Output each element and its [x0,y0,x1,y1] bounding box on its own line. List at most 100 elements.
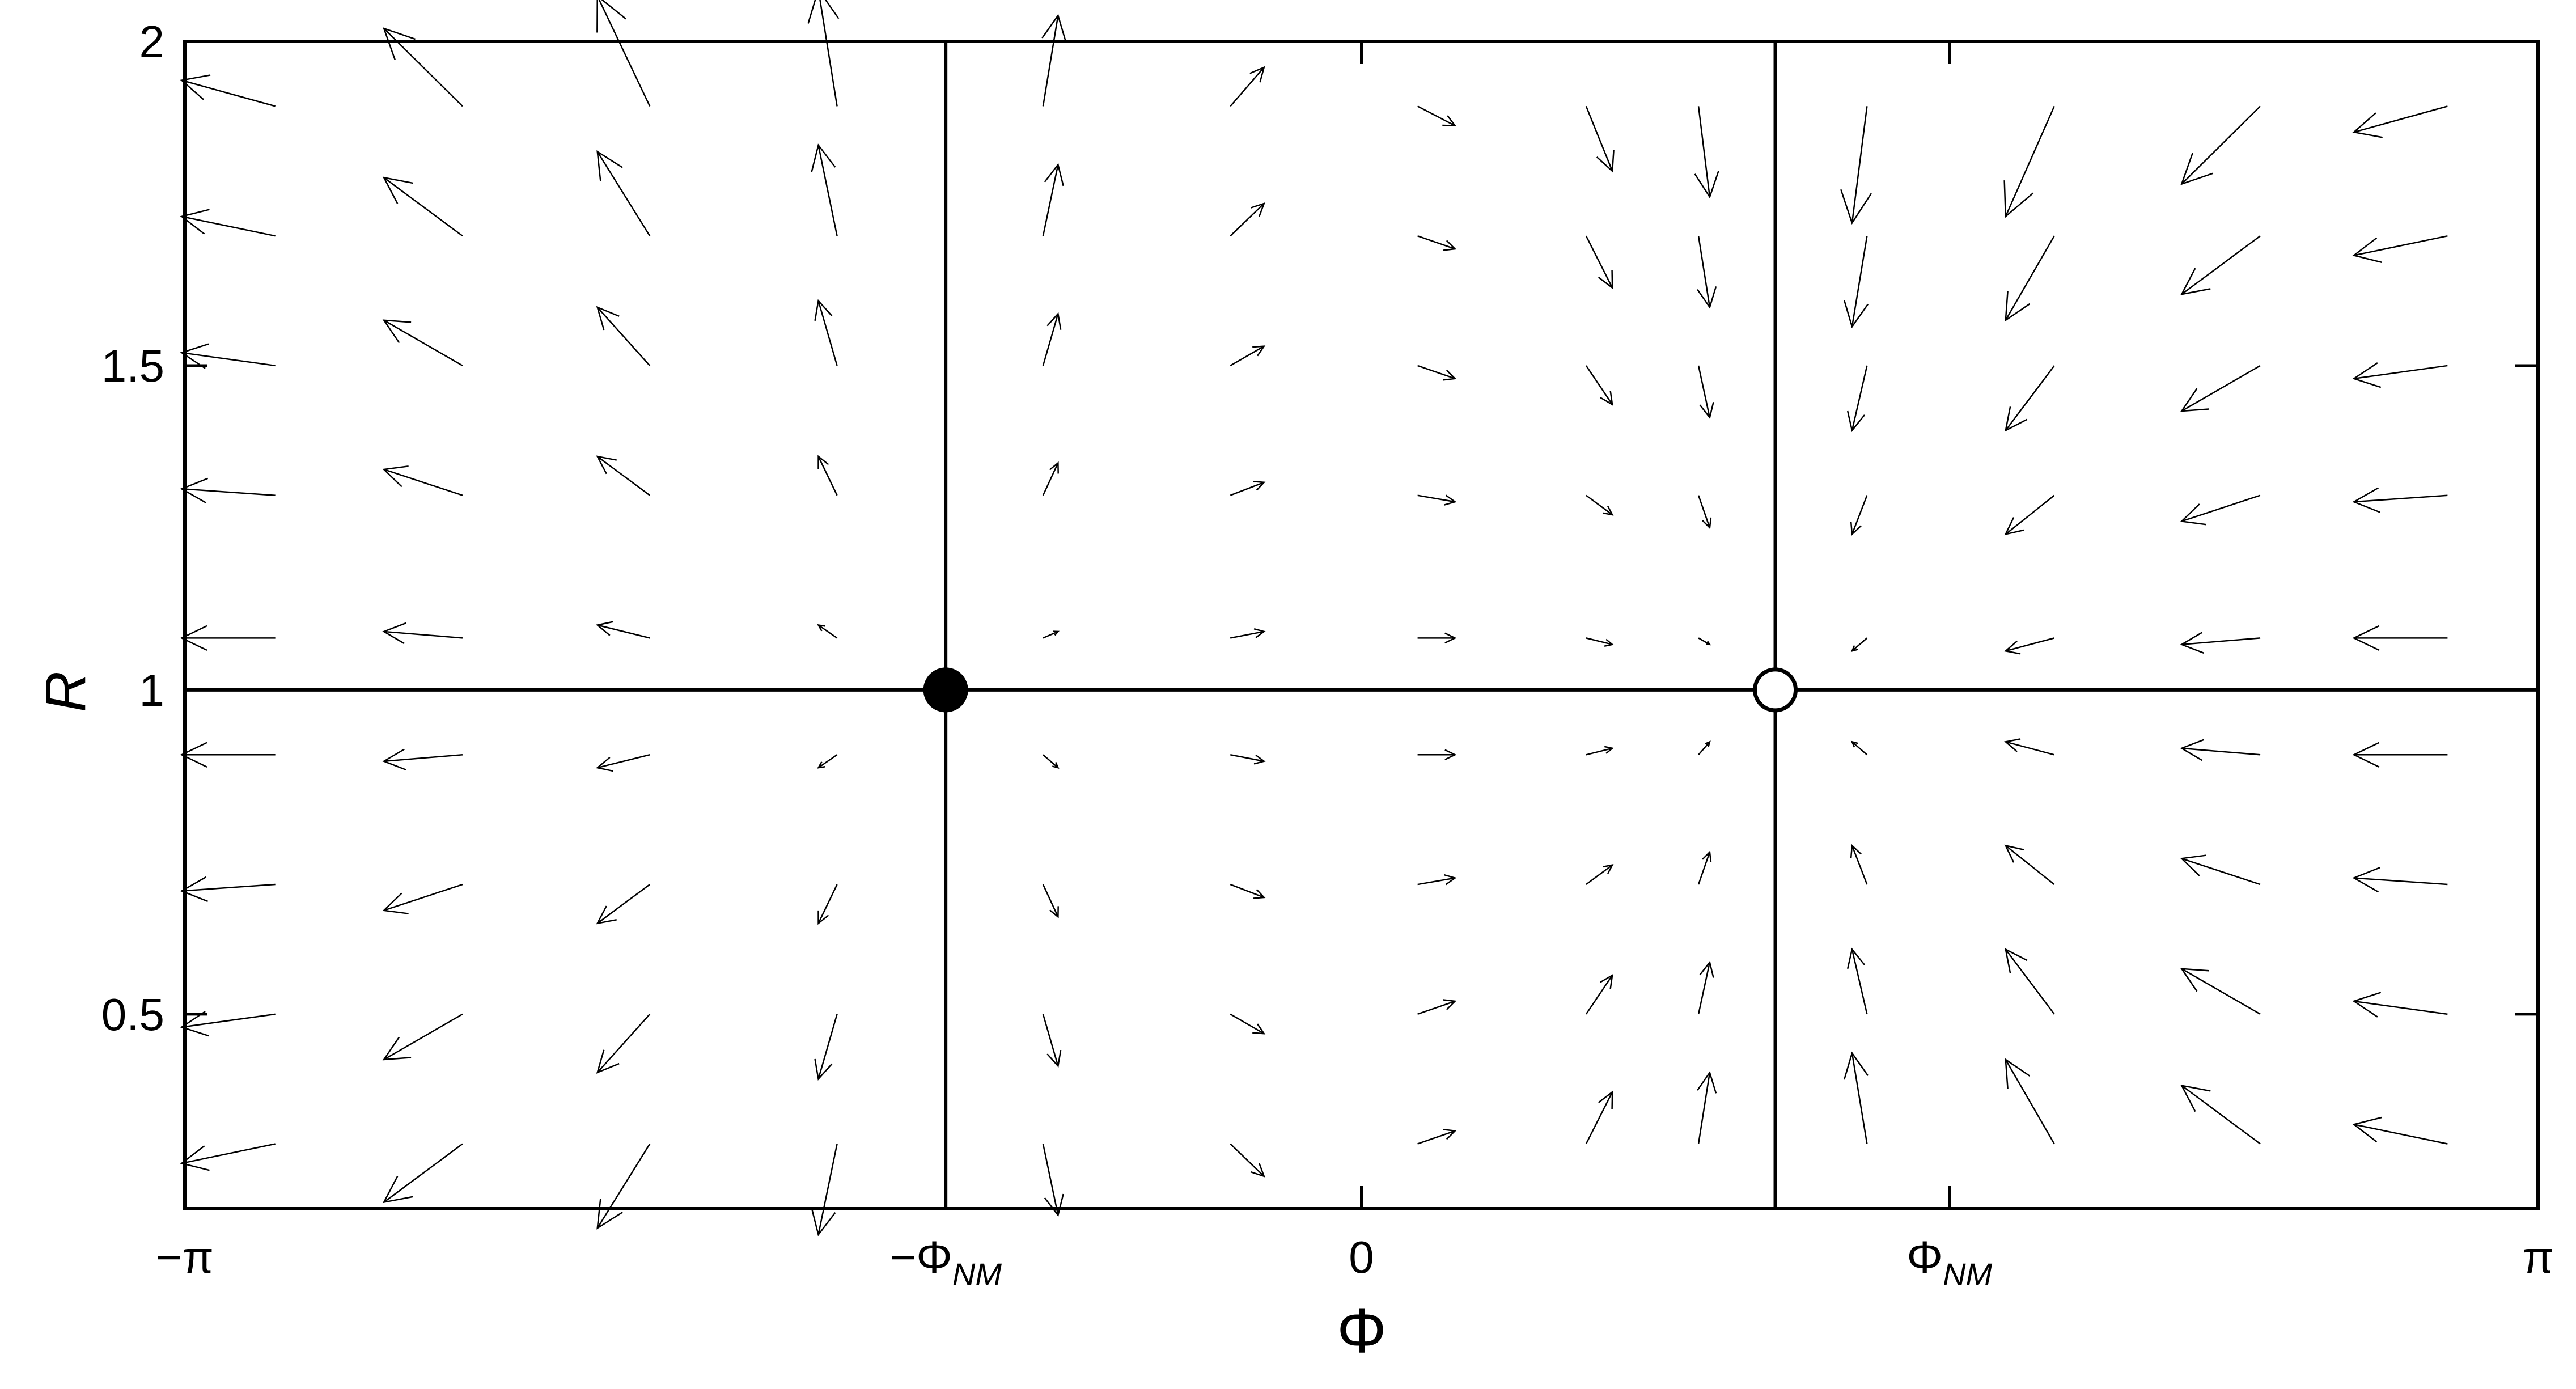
y-axis-label: R [34,671,98,712]
arrow [1840,106,1872,225]
arrow [2352,866,2448,893]
arrow [817,754,838,769]
arrow [1850,740,1868,756]
arrow [180,477,276,504]
arrow [1585,105,1615,173]
arrow [1417,105,1457,127]
arrow [596,306,651,366]
arrow [1697,960,1714,1015]
arrow [1417,365,1457,381]
arrow [2180,854,2261,886]
arrow [2352,742,2448,768]
arrow [814,299,838,366]
arrow [1697,850,1712,885]
arrow [1586,864,1614,886]
arrow [1230,754,1266,765]
plot-frame [183,40,2540,1210]
arrow [2352,487,2448,513]
arrow [1417,632,1457,644]
arrow [1586,637,1614,647]
arrow [382,883,463,914]
arrow [2180,235,2261,295]
arrow [1417,494,1457,506]
arrow [1697,235,1717,309]
arrow [596,1143,651,1230]
arrow [595,754,650,772]
arrow [1586,746,1614,756]
arrow [1585,1090,1613,1145]
x-tick-label-subscript: NM [952,1256,1002,1292]
arrow [596,150,651,236]
arrow [1042,884,1059,918]
arrow [1042,461,1059,496]
y-tick-label: 2 [139,16,165,67]
arrow [2005,365,2055,432]
x-tick-label-text: Φ [1906,1232,1943,1282]
x-axis-label: Φ [1337,1296,1387,1366]
arrow [382,176,463,237]
arrow [2352,1116,2448,1145]
arrow [2005,948,2055,1015]
x-tick-label-text: π [2522,1232,2553,1282]
arrow [382,748,463,770]
arrow [595,621,650,639]
arrow [2180,632,2261,654]
fixed-point [1753,667,1798,713]
y-tick-label: 1 [139,665,165,715]
arrow [2005,1058,2055,1145]
arrow [1417,235,1457,251]
arrow [2004,844,2055,886]
arrow [1230,628,1266,639]
arrow [2003,105,2055,218]
arrow [1844,235,1869,329]
x-tick-label: π [2522,1232,2553,1282]
arrow [1844,1051,1869,1144]
arrow [180,1010,276,1037]
arrow [1585,365,1613,406]
arrow [2180,105,2261,185]
arrow [817,884,838,925]
arrow [1698,637,1711,646]
arrow [1417,1129,1457,1145]
arrow [382,319,463,367]
arrow [1230,345,1266,367]
arrow [1230,1013,1266,1035]
arrow [1417,999,1457,1015]
arrow [180,209,276,237]
arrow [1041,14,1067,107]
x-tick-label: −ΦNM [889,1232,1002,1292]
arrow [1697,365,1714,420]
x-tick-label: ΦNM [1906,1232,1992,1292]
arrow [382,622,463,645]
arrow [1230,1143,1265,1178]
arrow [1850,495,1868,536]
arrow [382,1143,463,1204]
arrow [2004,738,2055,756]
arrow [817,624,838,639]
x-tick-label-text: −π [156,1232,214,1282]
arrow [1846,947,1868,1015]
arrow [1042,1144,1064,1217]
arrow [1586,494,1614,516]
arrow [180,742,276,768]
arrow [2352,105,2448,138]
arrow [1230,66,1265,107]
arrow [2352,362,2448,388]
arrow [1230,481,1266,496]
arrow [2352,235,2448,263]
arrow [2352,992,2448,1018]
arrow [382,465,463,496]
arrow [2004,494,2055,536]
arrow [1230,883,1266,899]
arrow [2004,637,2055,655]
x-tick-label: 0 [1349,1232,1374,1282]
arrow [814,1014,838,1081]
x-tick-label-subscript: NM [1943,1256,1992,1292]
arrow [596,1013,651,1074]
arrow [2352,625,2448,651]
arrow [817,455,838,496]
arrow [596,0,651,107]
arrow [1043,754,1060,769]
